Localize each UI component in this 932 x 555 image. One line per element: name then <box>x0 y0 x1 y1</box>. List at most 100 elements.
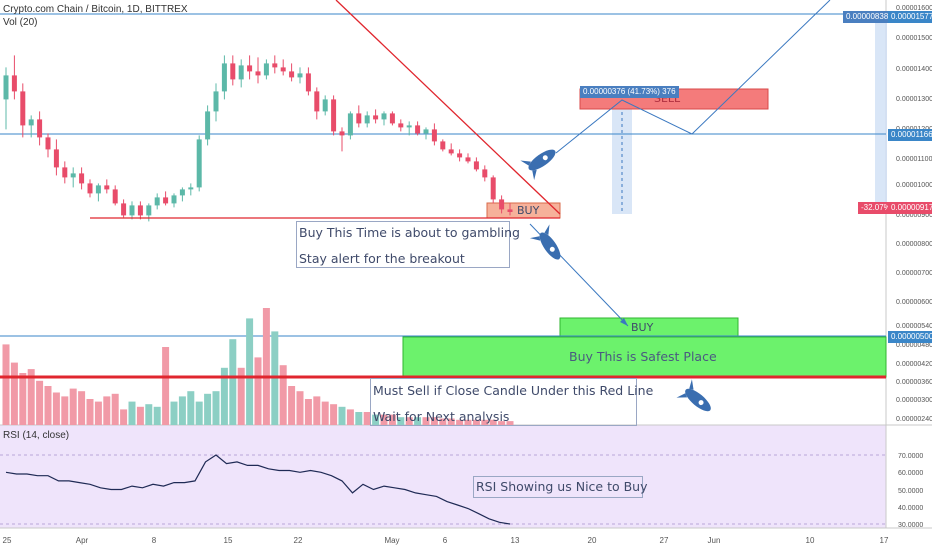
time-tick-label: 8 <box>152 536 157 545</box>
price-tick-label: 0.00000480 <box>896 342 932 349</box>
volume-bar <box>472 419 480 425</box>
volume-bar <box>237 367 245 425</box>
volume-bar <box>10 362 18 425</box>
volume-bar <box>481 419 489 425</box>
forecast-arrowhead <box>620 318 628 326</box>
price-tick-label: 0.00001000 <box>896 182 932 189</box>
price-tick-label: 0.00000540 <box>896 323 932 330</box>
next-analysis-note: Wait for Next analysis <box>373 409 510 424</box>
candle-body <box>364 115 370 124</box>
candle-body <box>373 115 379 120</box>
volume-bar <box>153 406 161 425</box>
candle-body <box>45 137 51 150</box>
price-tick-label: 0.00000600 <box>896 299 932 306</box>
candle-body <box>121 203 127 216</box>
volume-bar <box>170 401 178 425</box>
candle-body <box>440 141 446 150</box>
candle-body <box>297 73 303 78</box>
candle-body <box>53 149 59 168</box>
volume-bar <box>330 404 338 425</box>
rocket-body <box>539 232 561 260</box>
candle-body <box>179 189 185 196</box>
volume-bar <box>279 365 287 425</box>
rocket-fin <box>544 224 550 235</box>
rsi-tick-label: 40.0000 <box>898 505 923 512</box>
volume-bar <box>388 414 396 425</box>
rsi-tick-label: 50.0000 <box>898 488 923 495</box>
measure-tag: 0.00000376 (41.73%) 376 <box>580 86 679 98</box>
price-tick-label: 0.00000300 <box>896 397 932 404</box>
candle-body <box>230 63 236 80</box>
volume-bar <box>52 392 60 425</box>
rocket-down-icon <box>529 224 561 260</box>
price-tick-label: 0.00000360 <box>896 379 932 386</box>
candle-body <box>331 99 337 132</box>
candle-body <box>490 177 496 200</box>
candle-body <box>423 129 429 134</box>
time-tick-label: 20 <box>588 536 597 545</box>
volume-bar <box>44 386 52 425</box>
volume-bar <box>506 421 514 425</box>
volume-bar <box>380 414 388 425</box>
rocket-body <box>528 149 556 171</box>
rocket-fin <box>676 393 688 398</box>
rsi-pane-bg <box>0 425 886 528</box>
candle-body <box>213 91 219 112</box>
candle-body <box>322 99 328 112</box>
price-tick-label: 0.00001300 <box>896 96 932 103</box>
price-tag-top: 0.00000838 <box>843 11 892 23</box>
candle-body <box>129 205 135 216</box>
volume-bar <box>346 409 354 425</box>
price-tick-label: 0.00001400 <box>896 66 932 73</box>
candle-body <box>339 131 345 136</box>
volume-bar <box>405 417 413 425</box>
safe-zone-box <box>402 336 887 378</box>
candle-body <box>11 75 17 92</box>
candle-body <box>79 173 85 184</box>
volume-bar <box>61 396 69 425</box>
volume-bar <box>447 418 455 425</box>
candle-body <box>398 123 404 128</box>
price-tick-label: 0.00000700 <box>896 270 932 277</box>
rocket-window <box>542 155 548 161</box>
candle-body <box>70 173 76 178</box>
candle-body <box>473 161 479 170</box>
candle-body <box>3 75 9 100</box>
price-tag-mid: 0.00001166 <box>888 129 932 141</box>
candle-body <box>431 129 437 142</box>
volume-bar <box>262 308 270 425</box>
candle-body <box>356 113 362 124</box>
must-sell-note: Must Sell if Close Candle Under this Red… <box>373 383 654 398</box>
candle-body <box>205 111 211 140</box>
volume-bar <box>498 421 506 425</box>
time-tick-label: 25 <box>3 536 12 545</box>
safe-place-label: Buy This is Safest Place <box>569 349 717 364</box>
volume-bar <box>414 417 422 425</box>
candle-body <box>499 199 505 210</box>
price-tick-label: 0.00001600 <box>896 5 932 12</box>
volume-bar <box>372 414 380 425</box>
buy-box-small-label: BUY <box>517 204 540 217</box>
candle-body <box>482 169 488 178</box>
rsi-tick-label: 70.0000 <box>898 453 923 460</box>
volume-bar <box>94 401 102 425</box>
candle-body <box>62 167 68 178</box>
volume-bar <box>363 412 371 425</box>
candle-body <box>263 63 269 76</box>
volume-bar <box>288 386 296 425</box>
price-tick-label: 0.00000240 <box>896 416 932 423</box>
volume-bar <box>111 393 119 425</box>
candle-body <box>314 91 320 112</box>
price-tick-label: 0.00001500 <box>896 35 932 42</box>
volume-bar <box>204 393 212 425</box>
rocket-window <box>549 246 555 252</box>
candle-body <box>95 185 101 194</box>
volume-bar <box>422 417 430 425</box>
volume-bar <box>27 369 35 425</box>
price-tick-label: 0.00000420 <box>896 361 932 368</box>
candle-body <box>196 139 202 188</box>
candle-body <box>171 195 177 204</box>
volume-bar <box>254 357 262 425</box>
volume-bar <box>120 409 128 425</box>
candle-body <box>389 113 395 124</box>
